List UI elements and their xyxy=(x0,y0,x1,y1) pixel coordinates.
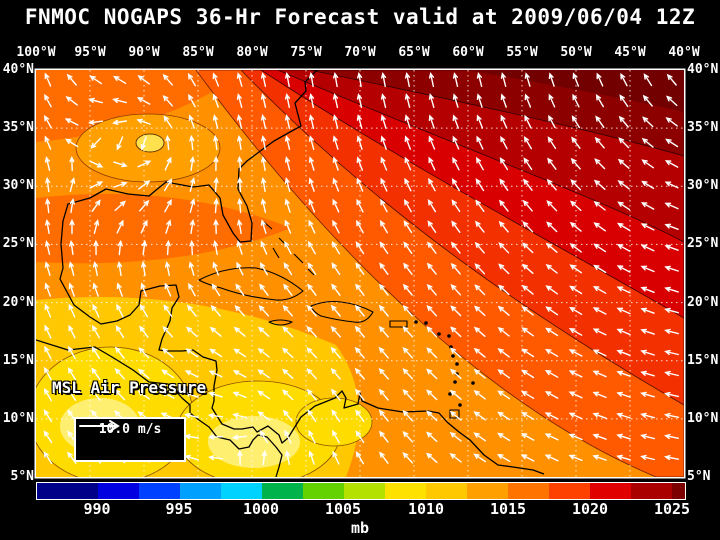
lat-label-left: 10°N xyxy=(2,410,34,426)
colorbar-cell xyxy=(426,483,467,499)
wind-scale-legend: 10.0 m/s xyxy=(74,417,186,462)
lon-label: 70°W xyxy=(344,45,376,60)
lat-label-left: 30°N xyxy=(2,178,34,194)
colorbar-cell xyxy=(672,483,685,499)
colorbar-tick-label: 1010 xyxy=(407,500,445,518)
colorbar xyxy=(36,482,686,500)
lon-label: 45°W xyxy=(614,45,646,60)
lon-label: 65°W xyxy=(398,45,430,60)
island-cuba xyxy=(198,267,304,301)
lat-label-left: 20°N xyxy=(2,294,34,310)
island-puerto-rico xyxy=(389,320,408,328)
lon-label: 80°W xyxy=(236,45,268,60)
lat-label-left: 5°N xyxy=(10,469,34,484)
lon-label: 60°W xyxy=(452,45,484,60)
lat-label-left: 35°N xyxy=(2,120,34,136)
colorbar-tick-label: 995 xyxy=(165,500,193,518)
lon-label: 100°W xyxy=(16,45,56,60)
lat-label-right: 40°N xyxy=(687,62,719,77)
colorbar-cell xyxy=(139,483,180,499)
colorbar-cell xyxy=(98,483,139,499)
lon-label: 90°W xyxy=(128,45,160,60)
lat-label-right: 25°N xyxy=(687,236,719,252)
coastline-pacific xyxy=(36,339,283,477)
pressure-map-plot xyxy=(36,70,684,477)
colorbar-cell xyxy=(385,483,426,499)
colorbar-tick-label: 990 xyxy=(83,500,111,518)
colorbar-cell xyxy=(221,483,262,499)
field-label: MSL Air Pressure xyxy=(52,378,207,397)
colorbar-cell xyxy=(549,483,590,499)
lon-label: 40°W xyxy=(668,45,700,60)
grid-lines xyxy=(36,70,684,477)
colorbar-cell xyxy=(37,483,98,499)
lat-label-left: 15°N xyxy=(2,352,34,368)
lon-label: 95°W xyxy=(74,45,106,60)
lat-label-right: 35°N xyxy=(687,120,719,136)
colorbar-cell xyxy=(180,483,221,499)
map-area: MSL Air Pressure 10.0 m/s xyxy=(36,70,684,477)
island-hispaniola xyxy=(310,300,374,323)
colorbar-cell xyxy=(303,483,344,499)
colorbar-cell xyxy=(467,483,508,499)
lat-label-right: 15°N xyxy=(687,352,719,368)
lat-label-right: 10°N xyxy=(687,410,719,426)
colorbar-tick-label: 1025 xyxy=(653,500,691,518)
islands-lesser-antilles xyxy=(414,320,475,407)
colorbar-tick-label: 1005 xyxy=(324,500,362,518)
colorbar-cell xyxy=(508,483,549,499)
colorbar-cell xyxy=(631,483,672,499)
lat-label-left: 25°N xyxy=(2,236,34,252)
colorbar-tick-label: 1000 xyxy=(242,500,280,518)
lon-label: 75°W xyxy=(290,45,322,60)
lat-label-right: 5°N xyxy=(687,469,711,484)
colorbar-tick-label: 1015 xyxy=(489,500,527,518)
colorbar-cell xyxy=(262,483,303,499)
islands-bahamas xyxy=(263,221,315,276)
colorbar-tick-label: 1020 xyxy=(571,500,609,518)
pressure-field xyxy=(36,70,684,477)
lat-label-right: 30°N xyxy=(687,178,719,194)
lat-label-left: 40°N xyxy=(2,62,34,77)
lon-label: 55°W xyxy=(506,45,538,60)
island-jamaica xyxy=(268,319,293,326)
coastline-atlantic xyxy=(59,70,545,475)
wind-vectors xyxy=(43,71,680,466)
colorbar-unit-label: mb xyxy=(350,519,370,537)
lat-label-right: 20°N xyxy=(687,294,719,310)
colorbar-cell xyxy=(590,483,631,499)
lon-label: 85°W xyxy=(182,45,214,60)
coastlines xyxy=(36,70,545,477)
figure-title: FNMOC NOGAPS 36-Hr Forecast valid at 200… xyxy=(24,5,696,29)
lon-label: 50°W xyxy=(560,45,592,60)
colorbar-cell xyxy=(344,483,385,499)
wind-scale-arrow-icon xyxy=(79,420,120,432)
